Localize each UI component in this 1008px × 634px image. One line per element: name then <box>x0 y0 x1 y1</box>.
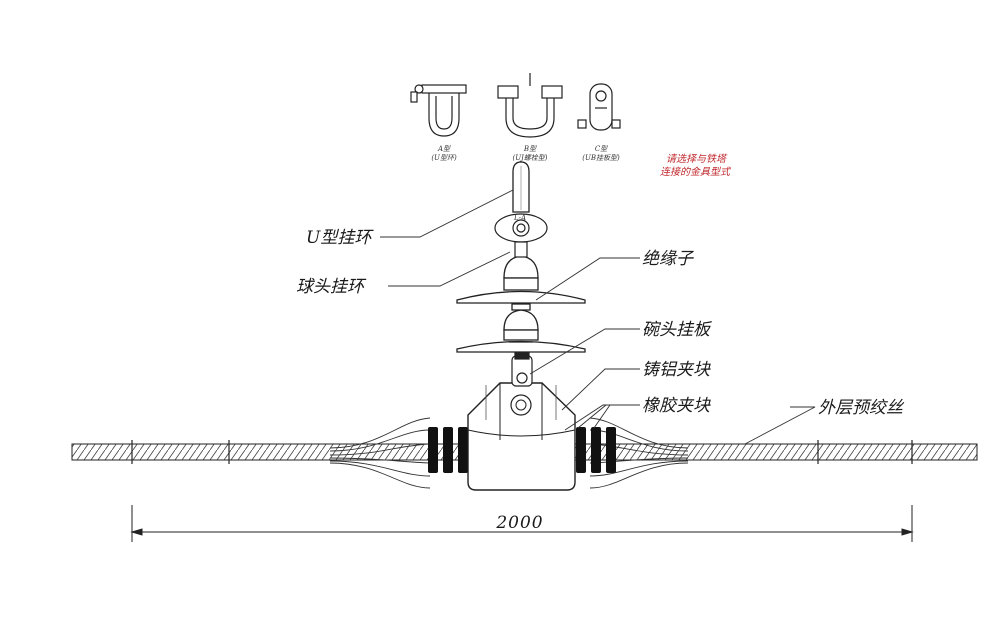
label-rubber-clamp: 橡胶夹块 <box>642 396 711 416</box>
preformed-rods-flare <box>329 417 689 489</box>
hardware-type-b-icon <box>497 73 563 138</box>
label-outer-rods: 外层预绞丝 <box>818 398 905 418</box>
selection-note-line2: 连接的金具型式 <box>660 166 732 178</box>
type-b-name: B型 <box>523 145 537 153</box>
label-u-ring: U型挂环 <box>306 228 374 248</box>
small-mark: L-A <box>513 214 526 222</box>
dimension-line <box>130 505 914 542</box>
u-ring-shackle <box>512 161 530 213</box>
socket-clevis <box>511 352 533 387</box>
leader-lines <box>380 189 816 445</box>
selection-note-line1: 请选择与铁塔 <box>666 153 728 165</box>
label-cast-al-clamp: 铸铝夹块 <box>642 360 711 380</box>
insulator-upper <box>456 255 586 311</box>
label-socket-plate: 碗头挂板 <box>642 320 713 340</box>
ball-eye-ring <box>494 213 548 258</box>
label-insulator: 绝缘子 <box>642 249 694 269</box>
type-b-desc: (UJ螺栓型) <box>513 154 548 162</box>
label-ball-ring: 球头挂环 <box>296 277 367 297</box>
type-a-name: A型 <box>437 145 451 153</box>
cast-aluminum-clamp-body <box>467 382 576 491</box>
hardware-type-a-icon <box>410 84 467 137</box>
type-a-desc: (U型环) <box>431 154 457 162</box>
dimension-value: 2000 <box>495 513 543 533</box>
insulator-lower <box>456 309 586 353</box>
type-c-name: C型 <box>595 145 608 153</box>
rubber-clamp-blocks <box>428 427 616 473</box>
hardware-type-c-icon <box>577 83 621 131</box>
type-c-desc: (UB挂板型) <box>582 154 620 162</box>
